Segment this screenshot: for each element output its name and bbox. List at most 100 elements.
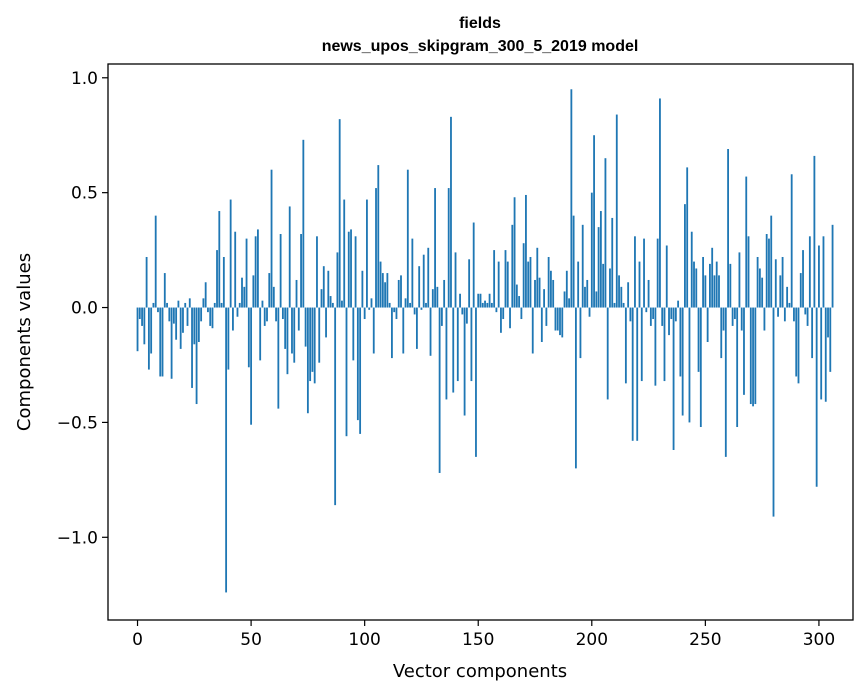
bar	[268, 273, 271, 308]
bar	[247, 307, 250, 368]
bar	[152, 302, 155, 308]
bar	[147, 307, 150, 370]
bar	[495, 307, 498, 313]
bar	[597, 227, 600, 308]
y-axis-ticks: −1.0 −0.5 0.0 0.5 1.0	[57, 69, 108, 548]
bar	[622, 302, 625, 308]
bar	[313, 307, 316, 384]
bar	[715, 261, 718, 308]
bar	[756, 256, 759, 308]
bar	[454, 252, 457, 308]
bar	[736, 307, 739, 428]
bar	[366, 199, 368, 308]
bar	[500, 307, 502, 333]
bar	[672, 307, 675, 450]
bar	[257, 229, 259, 308]
bar	[733, 307, 736, 320]
bar	[438, 307, 441, 473]
bar	[563, 291, 566, 308]
bar	[693, 261, 695, 308]
bar	[609, 268, 611, 308]
bar	[606, 307, 609, 400]
bar	[286, 307, 289, 375]
bar	[434, 188, 436, 308]
chart-title-line-1: fields	[459, 15, 501, 32]
bar	[252, 275, 255, 308]
bar	[540, 307, 543, 342]
bar	[468, 259, 471, 308]
bar	[304, 307, 307, 347]
bar	[745, 176, 748, 308]
bar	[336, 252, 339, 308]
x-tick-label: 300	[803, 630, 835, 650]
bar	[377, 165, 380, 308]
bar	[624, 307, 627, 384]
bar	[668, 307, 670, 336]
bar	[338, 119, 341, 308]
bar	[504, 250, 507, 308]
bar	[250, 307, 253, 425]
bar	[529, 256, 532, 308]
bar	[799, 273, 802, 308]
bar	[520, 307, 523, 320]
bar	[706, 307, 709, 342]
bar	[638, 261, 641, 308]
y-tick-label: 0.0	[71, 299, 98, 319]
bar	[354, 236, 357, 308]
bar	[461, 307, 464, 315]
bar	[245, 238, 248, 308]
bar	[761, 277, 764, 308]
bar	[163, 273, 166, 308]
bar	[536, 247, 539, 308]
bar	[261, 300, 264, 308]
bar	[154, 215, 157, 308]
bar	[783, 307, 786, 322]
bar	[488, 293, 491, 308]
bar	[211, 307, 214, 329]
bar	[440, 307, 443, 326]
bar	[570, 89, 573, 308]
bar	[381, 273, 384, 308]
bar	[300, 234, 302, 308]
bar	[702, 256, 704, 308]
bar	[709, 263, 711, 308]
bar	[765, 234, 768, 308]
bar	[293, 307, 296, 363]
bar	[579, 307, 582, 359]
bar	[620, 286, 623, 308]
bar	[611, 217, 614, 308]
bar	[561, 307, 564, 338]
bar	[665, 245, 668, 308]
bar	[770, 215, 773, 308]
bar	[159, 307, 162, 377]
bar	[786, 286, 789, 308]
bar	[406, 169, 409, 308]
bar	[815, 307, 818, 487]
x-tick-label: 200	[576, 630, 608, 650]
bar	[270, 169, 273, 308]
bar	[281, 307, 284, 320]
bar	[827, 307, 829, 338]
bar	[447, 188, 450, 308]
bar	[743, 307, 745, 395]
bar	[359, 307, 362, 434]
x-tick-label: 150	[462, 630, 494, 650]
bar-series	[136, 89, 834, 593]
bar	[343, 199, 346, 308]
bar	[604, 158, 607, 308]
chart-title-line-2: news_upos_skipgram_300_5_2019 model	[322, 38, 639, 55]
bar	[822, 236, 825, 308]
bar	[397, 279, 400, 308]
y-tick-label: 1.0	[71, 69, 98, 89]
bar	[141, 307, 143, 326]
bar	[136, 307, 139, 352]
bar	[341, 300, 343, 308]
bar	[654, 307, 657, 386]
bar	[393, 307, 396, 313]
bar	[259, 307, 262, 361]
bar	[659, 98, 661, 308]
bar	[138, 307, 141, 320]
bar	[334, 307, 337, 506]
bar	[222, 256, 225, 308]
bar	[593, 135, 595, 308]
